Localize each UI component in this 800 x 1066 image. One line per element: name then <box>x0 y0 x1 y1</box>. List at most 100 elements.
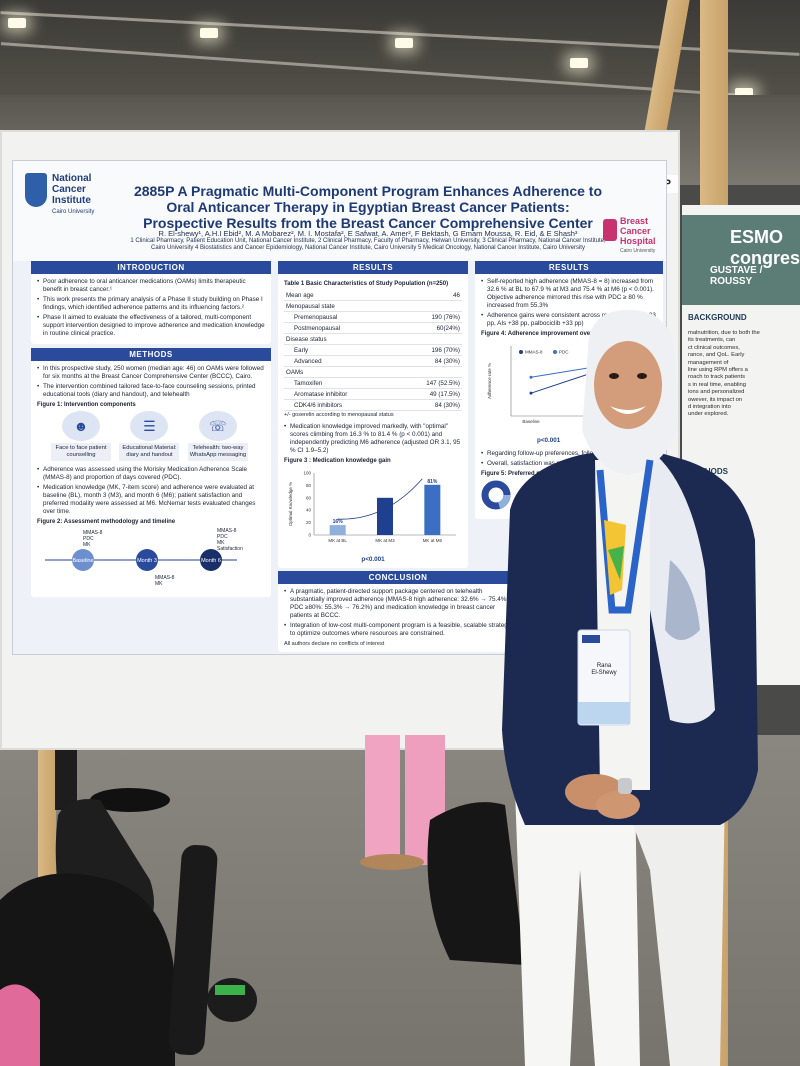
poster-title: 2885P A Pragmatic Multi-Component Progra… <box>133 183 603 231</box>
table-cell-label: Mean age <box>284 290 397 301</box>
figure4-pvalue: p<0.001 <box>537 437 561 444</box>
bch-logo: Breast Cancer Hospital Cairo University <box>603 216 665 256</box>
neighbour-body-line: malnutrition, due to both the <box>688 330 760 336</box>
presenter-scarf-pattern <box>665 560 700 640</box>
table-cell-label: Early <box>284 344 397 356</box>
black-bag <box>427 802 525 965</box>
table-row: Tamoxifen 147 (52.5%) <box>284 377 462 389</box>
timeline-node-label: Baseline <box>72 558 93 564</box>
table-row: CDK4/6 inhibitors 84 (30%) <box>284 399 462 411</box>
table-cell-label: Premenopausal <box>284 311 397 323</box>
adherence-bullet: Adherence gains were consistent across r… <box>481 312 657 328</box>
legend-label: MMAS-8 <box>525 350 543 355</box>
methods-bullet: In this prospective study, 250 women (me… <box>37 365 265 381</box>
table-cell-value: 60(24%) <box>396 322 462 334</box>
bch-ribbon-icon <box>603 219 617 241</box>
component-label: Telehealth: two-way WhatsApp messaging <box>187 443 248 461</box>
table-cell-label: Disease status <box>284 333 397 345</box>
intervention-components: ☻ Face to face patient counselling ☰ Edu… <box>51 411 265 461</box>
bar <box>377 497 393 535</box>
ceiling-light <box>395 38 413 48</box>
table-cell-label: Menopausal state <box>284 300 397 312</box>
presenter-hand <box>596 791 640 819</box>
badge-name: El-Shewy <box>591 670 616 676</box>
pink-bag <box>0 984 40 1066</box>
timeline-measure: MK <box>217 540 225 546</box>
y-tick-label: 40 <box>306 508 312 513</box>
legend-swatch <box>519 350 523 354</box>
component-label: Face to face patient counselling <box>51 443 111 461</box>
bch-logo-line: Cancer <box>620 226 651 236</box>
easel-post <box>38 740 56 910</box>
table-footnote: +/- goserelin according to menopausal st… <box>284 412 394 418</box>
poster-authors: R. El-shewy¹, A.H.I Ebid², M. A Mobarez²… <box>128 229 608 252</box>
poster-header: National Cancer Institute Cairo Universi… <box>13 161 666 261</box>
nci-logo-line: Institute <box>52 195 91 206</box>
ceiling-light <box>735 88 753 98</box>
methods-card: In this prospective study, 250 women (me… <box>31 361 271 597</box>
timeline-measure: PDC <box>217 534 228 540</box>
intro-bullet: This work presents the primary analysis … <box>37 296 265 312</box>
background-person-leg <box>55 750 77 810</box>
component-counselling: ☻ Face to face patient counselling <box>51 411 111 461</box>
diary-icon: ☰ <box>130 411 169 441</box>
table-cell-value: 84 (30%) <box>396 355 462 367</box>
timeline-node-label: Month 3 <box>137 558 157 564</box>
presenter-eye <box>637 373 647 379</box>
timeline-measure: Satisfaction <box>217 546 243 552</box>
y-axis-label: Adherence rate % <box>487 363 492 399</box>
table-row: Aromatase inhibitor 49 (17.5%) <box>284 388 462 400</box>
ceiling-light <box>570 58 588 68</box>
table-cell-label: Aromatase inhibitor <box>284 388 397 400</box>
affiliations: 1 Clinical Pharmacy, Patient Education U… <box>130 238 606 251</box>
presenter-trousers <box>515 790 640 1066</box>
phone-icon: ☏ <box>198 411 237 441</box>
component-label: Educational Material: diary and handout <box>119 443 180 461</box>
poster-left-column: INTRODUCTION Poor adherence to oral anti… <box>31 261 271 597</box>
neighbour-poster-header: ESMO congress GUSTAVE / ROUSSY <box>682 215 800 305</box>
donut-slice <box>481 480 511 510</box>
timeline-measure: MMAS-8 <box>83 530 103 536</box>
lanyard-pattern <box>608 546 624 580</box>
figure4-caption: Figure 4: Adherence improvement over tim… <box>481 331 607 337</box>
table-cell-value <box>396 333 462 345</box>
background-person-shoe <box>90 788 170 812</box>
presenter-trousers <box>620 790 725 1066</box>
table-row: Advanced 84 (30%) <box>284 355 462 367</box>
table-cell-label: Advanced <box>284 355 397 367</box>
y-tick-label: 100 <box>303 471 311 476</box>
presenter-face <box>594 341 662 429</box>
timeline-node <box>136 549 158 571</box>
figure3-caption: Figure 3 : Medication knowledge gain <box>284 458 391 464</box>
presenter-eye <box>609 373 619 379</box>
table-row: Early 196 (70%) <box>284 344 462 356</box>
series-point <box>529 375 533 379</box>
presenter-smile <box>610 406 646 414</box>
results-heading: RESULTS <box>278 261 468 274</box>
timeline-measure: PDC <box>83 536 94 542</box>
methods-bullet: Adherence was assessed using the Morisky… <box>37 466 265 482</box>
neighbour-body-line: ions and personalized <box>688 389 745 396</box>
x-tick-label: MK at M3 <box>375 538 395 543</box>
assessment-timeline: Baseline Month 3 Month 6 MMAS-8 PDC MK M… <box>45 528 243 587</box>
introduction-card: Poor adherence to oral anticancer medica… <box>31 274 271 344</box>
table-row: Mean age 46 <box>284 290 462 301</box>
legend-swatch <box>553 350 557 354</box>
table-cell-value: 46 <box>396 290 462 301</box>
timeline-measure: MK <box>83 542 91 548</box>
badge-strip <box>578 702 630 724</box>
neighbour-body-line: roach to track patients <box>688 374 746 381</box>
table-cell-value: 190 (76%) <box>396 311 462 323</box>
table-cell-value: 147 (52.5%) <box>396 377 462 389</box>
nci-logo-line: National <box>52 173 92 184</box>
table-cell-value: 84 (30%) <box>396 399 462 411</box>
table-cell-value <box>396 300 462 312</box>
component-educational: ☰ Educational Material: diary and handou… <box>119 411 180 461</box>
timeline-node <box>200 549 222 571</box>
y-axis-label: Optimal Knowledge % <box>288 482 293 526</box>
data-label: 16% <box>333 519 344 525</box>
counselling-icon: ☻ <box>62 411 100 441</box>
table-row: OAMs <box>284 366 462 378</box>
legend-label: PDC <box>559 350 569 355</box>
neighbour-body-line: management of <box>688 359 729 366</box>
